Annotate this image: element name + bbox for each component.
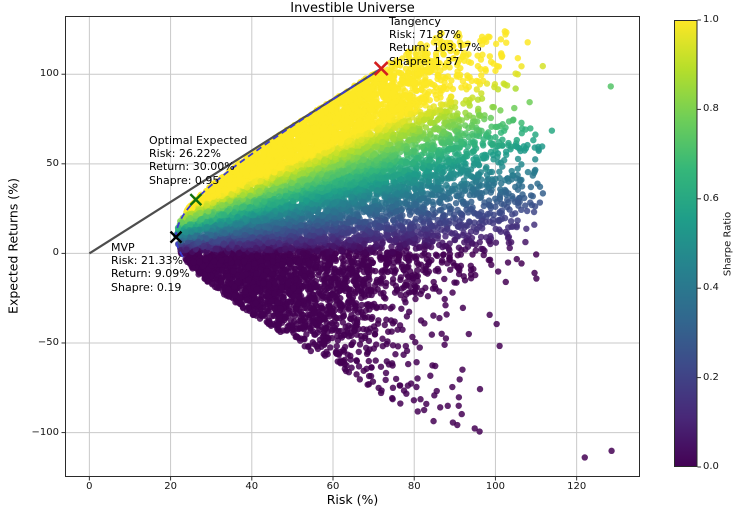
annotation-optimal-risk: Risk: 26.22% [149, 147, 221, 161]
annotation-optimal-name: Optimal Expected [149, 134, 248, 147]
x-tick-label: 20 [164, 481, 177, 492]
annotation-optimal-sharpe: Shapre: 0.95 [149, 173, 220, 187]
annotation-optimal-return: Return: 30.00% [149, 160, 235, 174]
colorbar-tick-label: 0.8 [703, 103, 719, 115]
chart-title: Investible Universe [290, 1, 415, 16]
annotation-optimal-expected: Optimal Expected Risk: 26.22% Return: 30… [149, 134, 247, 187]
annotation-tangency-sharpe: Shapre: 1.37 [389, 54, 460, 68]
y-tick-label: 50 [46, 157, 59, 169]
colorbar-tick-label: 0.4 [703, 282, 719, 294]
x-tick-label: 120 [567, 481, 587, 492]
annotation-mvp-sharpe: Shapre: 0.19 [111, 280, 182, 294]
annotation-tangency: Tangency Risk: 71.87% Return: 103.17% Sh… [389, 15, 482, 68]
x-tick-label: 80 [407, 481, 421, 492]
annotation-mvp: MVP Risk: 21.33% Return: 9.09% Shapre: 0… [111, 241, 190, 294]
x-axis-label: Risk (%) [326, 492, 379, 507]
x-tick-label: 60 [326, 481, 340, 492]
colorbar-label: Sharpe Ratio [722, 211, 734, 277]
y-tick-label: −100 [31, 426, 59, 438]
annotation-tangency-return: Return: 103.17% [389, 41, 482, 55]
annotation-tangency-risk: Risk: 71.87% [389, 28, 461, 42]
x-tick-label: 0 [86, 481, 93, 492]
colorbar-tick-label: 0.6 [703, 192, 719, 204]
x-tick-label: 100 [485, 481, 505, 492]
colorbar-tick-label: 1.0 [703, 14, 719, 25]
annotation-mvp-return: Return: 9.09% [111, 267, 190, 281]
y-axis-label: Expected Returns (%) [5, 178, 21, 314]
colorbar-tick-label: 0.0 [703, 461, 719, 472]
colorbar-tick-label: 0.2 [703, 371, 719, 383]
annotation-mvp-risk: Risk: 21.33% [111, 254, 183, 268]
y-tick-label: 100 [39, 68, 59, 80]
y-tick-label: −50 [37, 336, 59, 348]
x-tick-label: 40 [245, 481, 259, 492]
y-tick-label: 0 [52, 247, 59, 259]
annotation-tangency-name: Tangency [389, 15, 441, 28]
annotation-mvp-name: MVP [111, 241, 135, 254]
